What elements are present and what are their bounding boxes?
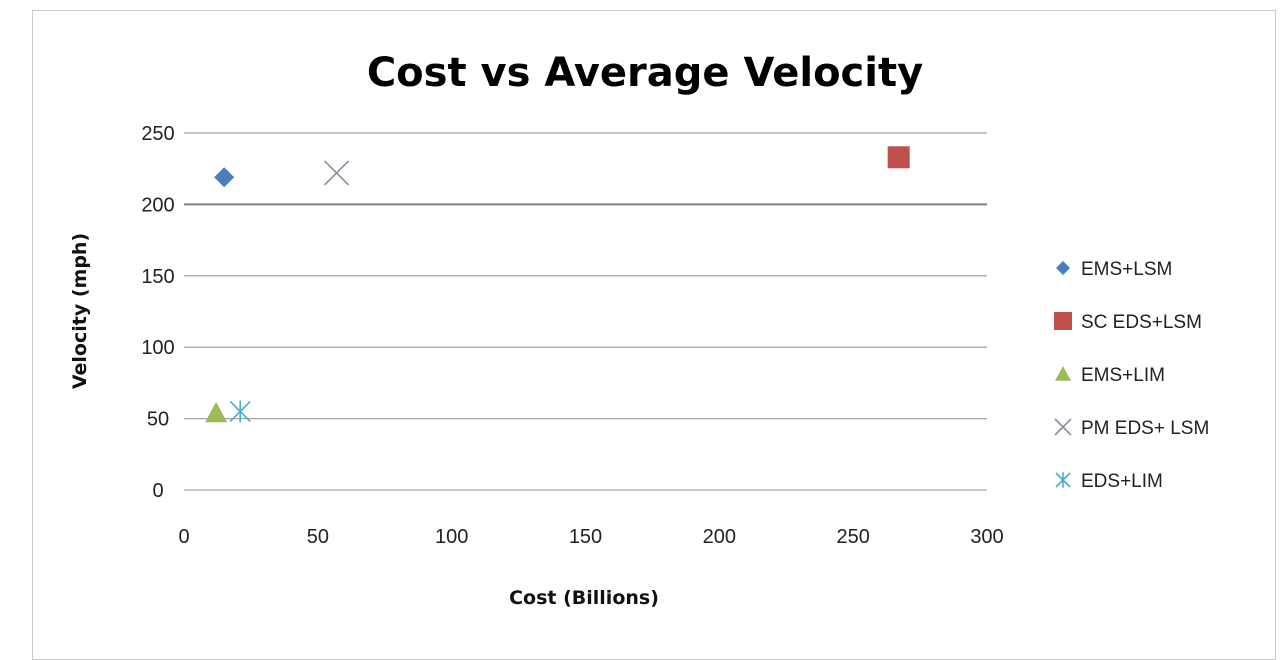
- x-tick-label: 150: [569, 526, 602, 548]
- data-point: [887, 146, 910, 169]
- y-tick-label: 50: [147, 409, 169, 431]
- y-tick-label: 100: [141, 337, 174, 359]
- data-point: [214, 167, 235, 188]
- legend-label: PM EDS+ LSM: [1081, 418, 1209, 439]
- grid-lines: [184, 132, 987, 491]
- legend-marker: [1056, 261, 1070, 275]
- data-points: [205, 146, 910, 423]
- x-tick-label: 50: [307, 526, 329, 548]
- x-tick-label: 300: [970, 526, 1003, 548]
- legend: EMS+LSM SC EDS+LSM EMS+LIM PM EDS+ LSM EDS+L…: [1054, 259, 1209, 492]
- legend-label: EMS+LSM: [1081, 259, 1172, 280]
- chart-title: Cost vs Average Velocity: [367, 50, 923, 96]
- legend-marker: [1054, 418, 1072, 436]
- legend-marker: [1055, 472, 1071, 488]
- data-point: [324, 160, 350, 186]
- legend-label: EDS+LIM: [1081, 471, 1163, 492]
- chart-frame: [32, 10, 1276, 660]
- y-axis-label: Velocity (mph): [69, 233, 91, 389]
- data-point: [205, 401, 228, 423]
- x-tick-label: 250: [836, 526, 869, 548]
- legend-label: EMS+LIM: [1081, 365, 1165, 386]
- y-tick-label: 0: [152, 480, 163, 502]
- data-point: [229, 400, 251, 423]
- x-tick-label: 200: [703, 526, 736, 548]
- y-tick-label: 250: [141, 123, 174, 145]
- y-tick-label: 200: [141, 194, 174, 216]
- y-tick-label: 150: [141, 266, 174, 288]
- x-axis-label: Cost (Billions): [509, 587, 659, 609]
- x-tick-label: 100: [435, 526, 468, 548]
- legend-marker: [1055, 366, 1071, 381]
- x-tick-label: 0: [178, 526, 189, 548]
- y-axis-ticks: 0 50 100 150 200 250: [141, 123, 174, 502]
- legend-marker: [1054, 312, 1072, 330]
- legend-label: SC EDS+LSM: [1081, 312, 1202, 333]
- x-axis-ticks: 0 50 100 150 200 250 300: [178, 526, 1003, 548]
